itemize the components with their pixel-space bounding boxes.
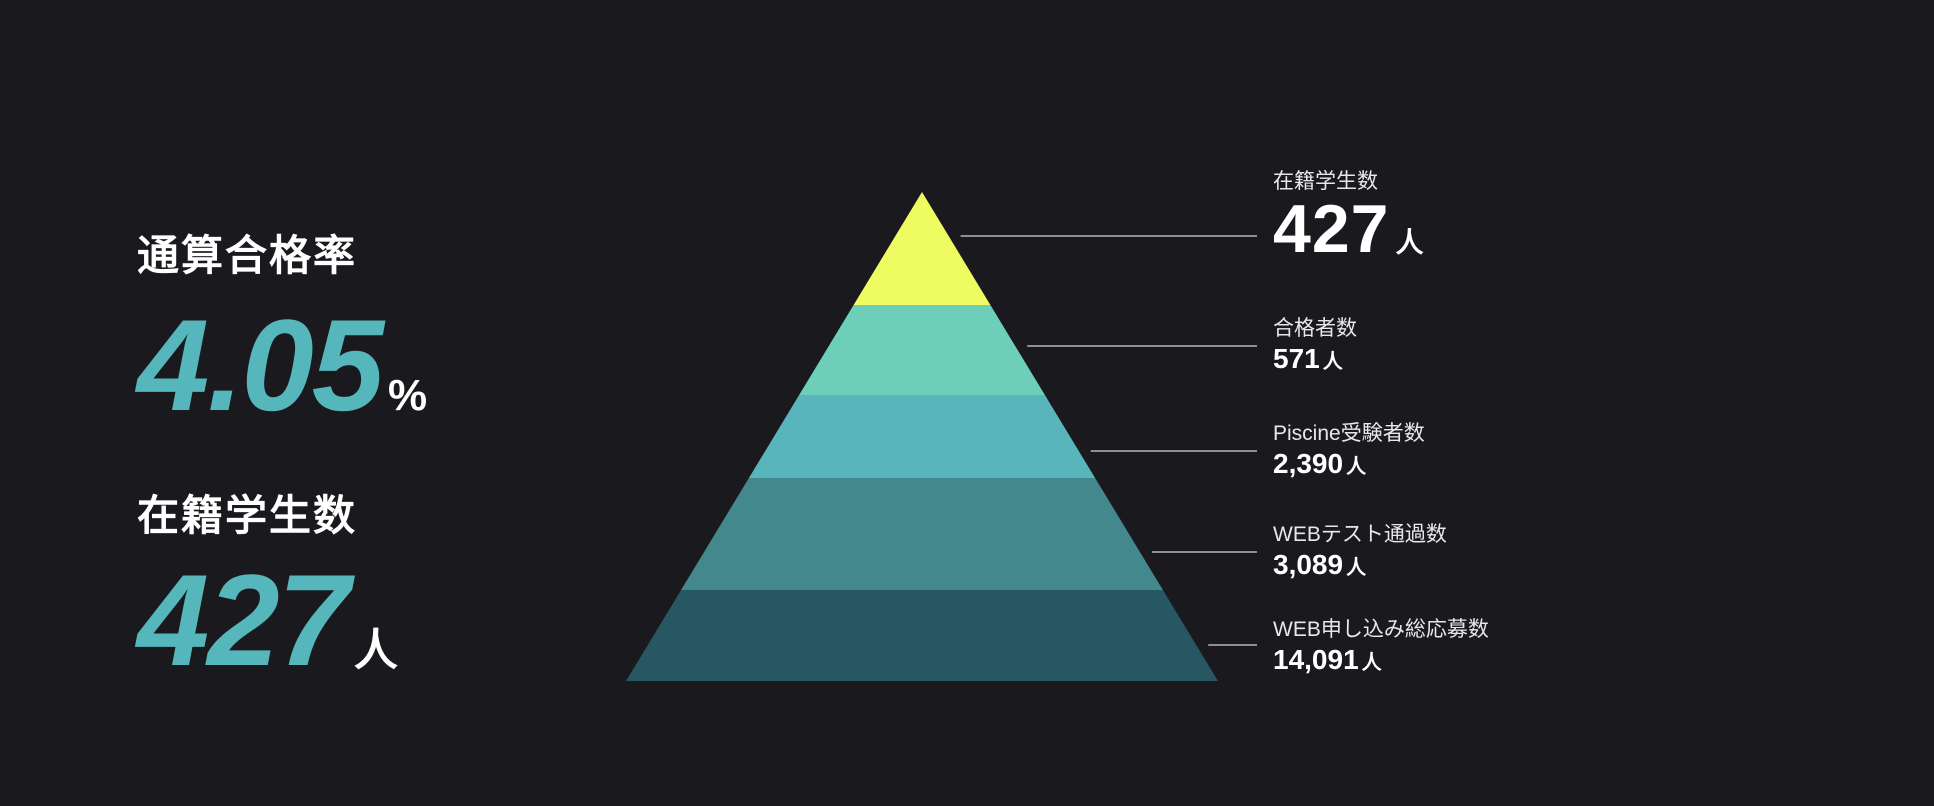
summary-panel: 通算合格率 4.05 % 在籍学生数 427 人 (0, 0, 620, 806)
pyramid-band-enrolled (853, 192, 991, 305)
level-unit: 人 (1322, 351, 1343, 373)
pass-rate-label: 通算合格率 (137, 232, 358, 279)
level-number: 427 (1273, 191, 1390, 267)
pyramid-band-piscine (748, 395, 1096, 478)
level-label-webtest: WEBテスト通過数 (1273, 523, 1447, 546)
level-unit: 人 (1395, 227, 1424, 258)
level-unit: 人 (1361, 652, 1382, 674)
enrolled-students-row: 427 人 (137, 555, 398, 685)
level-value-enrolled: 427 人 (1273, 190, 1423, 268)
level-value-passed: 571 人 (1273, 343, 1343, 375)
level-label-applications: WEB申し込み総応募数 (1273, 618, 1489, 641)
pyramid-band-webtest (681, 478, 1163, 590)
level-value-piscine: 2,390 人 (1273, 448, 1366, 480)
enrolled-students-label: 在籍学生数 (137, 492, 358, 539)
level-label-piscine: Piscine受験者数 (1273, 422, 1425, 445)
enrolled-students-unit: 人 (353, 626, 398, 675)
level-value-applications: 14,091 人 (1273, 644, 1382, 676)
enrolled-students-value: 427 (137, 547, 350, 693)
level-number: 14,091 (1273, 644, 1359, 675)
level-unit: 人 (1346, 456, 1367, 478)
pass-rate-row: 4.05 % (137, 300, 427, 430)
level-number: 3,089 (1273, 549, 1344, 580)
pass-rate-unit: % (388, 371, 428, 420)
pyramid-band-passed (799, 305, 1045, 395)
level-number: 571 (1273, 343, 1320, 374)
pyramid-band-applications (626, 590, 1218, 681)
level-number: 2,390 (1273, 448, 1344, 479)
level-label-passed: 合格者数 (1273, 317, 1357, 340)
level-label-enrolled: 在籍学生数 (1273, 170, 1378, 193)
pass-rate-value: 4.05 (137, 292, 384, 438)
level-value-webtest: 3,089 人 (1273, 549, 1366, 581)
level-unit: 人 (1346, 557, 1367, 579)
